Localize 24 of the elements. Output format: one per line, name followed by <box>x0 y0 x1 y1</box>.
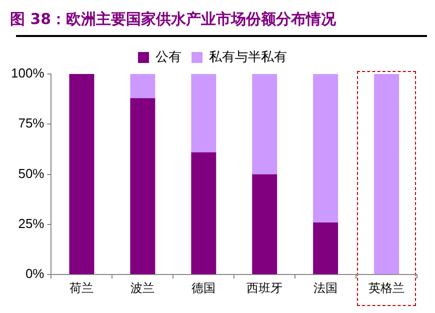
bar <box>313 74 338 222</box>
bar <box>130 98 156 274</box>
bar <box>191 74 216 152</box>
y-tick-label: 100% <box>11 66 45 81</box>
bar <box>130 74 156 98</box>
chart-title: 图 38：欧洲主要国家供水产业市场份额分布情况 <box>9 9 338 30</box>
bar <box>252 174 278 274</box>
x-tick-label: 德国 <box>192 280 216 295</box>
legend-label: 公有 <box>156 50 182 65</box>
bar <box>313 222 338 274</box>
x-tick-label: 法国 <box>314 280 338 295</box>
x-tick-label: 英格兰 <box>368 280 405 295</box>
bar <box>374 74 400 274</box>
legend-label: 私有与半私有 <box>209 50 287 65</box>
y-tick-label: 0% <box>25 266 45 282</box>
y-tick-label: 75% <box>18 116 45 131</box>
bar <box>191 152 216 274</box>
x-tick-label: 波兰 <box>130 280 155 295</box>
bar <box>252 74 278 174</box>
y-tick-label: 50% <box>18 166 45 181</box>
bar <box>69 74 94 274</box>
y-tick-label: 25% <box>18 216 45 232</box>
x-tick-label: 西班牙 <box>246 280 283 295</box>
x-tick-label: 荷兰 <box>70 280 94 295</box>
